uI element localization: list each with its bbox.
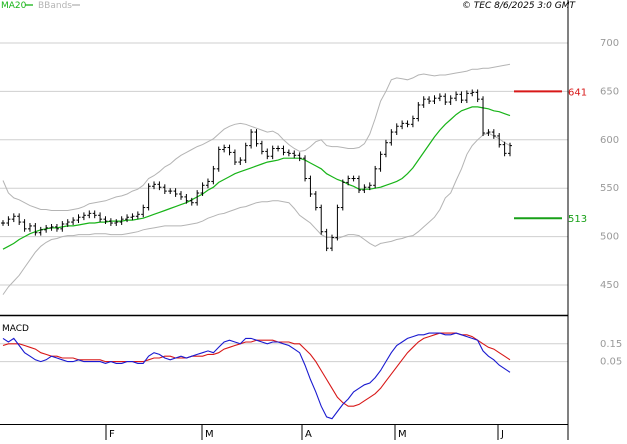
x-tick-label: M (398, 429, 407, 440)
price-y-tick-label: 650 (600, 86, 619, 97)
resistance-level-label: 641 (568, 87, 587, 98)
price-y-tick-label: 450 (600, 280, 619, 291)
support-level-label: 513 (568, 214, 587, 225)
macd-y-tick-label: 0.15 (600, 339, 622, 350)
x-tick-label: F (109, 429, 115, 440)
bbands-upper-line (2, 63, 511, 211)
ma20-line (2, 106, 511, 250)
macd-y-tick-label: 0.05 (600, 357, 622, 368)
price-y-tick-label: 600 (600, 135, 619, 146)
watermark: © TEC 8/6/2025 3:0 GMT (462, 1, 577, 11)
bbands-lower-line (2, 132, 511, 295)
macd-line (2, 332, 511, 420)
axes (0, 0, 569, 440)
tick-labels: 450 500 550 600 650 700 0.05 0.15 F M A M J (109, 38, 622, 440)
price-series (1, 63, 512, 295)
macd-panel-label: MACD (2, 324, 29, 334)
price-y-tick-label: 550 (600, 183, 619, 194)
bbands-legend-label: BBands (38, 1, 72, 11)
x-tick-label: J (500, 429, 504, 440)
price-levels: 641 513 (514, 87, 587, 225)
price-y-tick-label: 700 (600, 38, 619, 49)
x-tick-label: M (205, 429, 214, 440)
price-gridlines (0, 42, 568, 286)
price-y-tick-label: 500 (600, 232, 619, 243)
macd-series (2, 332, 511, 420)
ma20-legend-label: MA20 (1, 1, 27, 11)
x-tick-label: A (305, 429, 312, 440)
